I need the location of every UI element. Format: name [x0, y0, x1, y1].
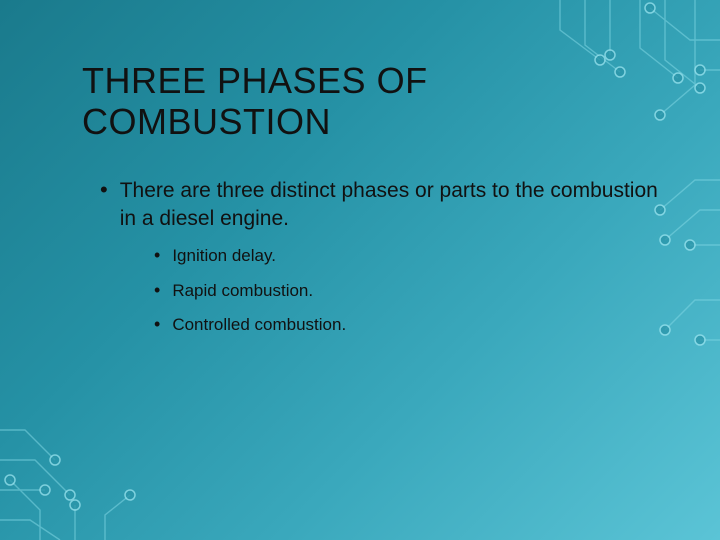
bullet-text: There are three distinct phases or parts… — [120, 177, 660, 234]
bullet-text: Ignition delay. — [172, 245, 276, 267]
bullet-dot-icon: • — [154, 281, 160, 299]
bullet-dot-icon: • — [100, 179, 108, 201]
bullet-dot-icon: • — [154, 315, 160, 333]
bullet-dot-icon: • — [154, 246, 160, 264]
bullet-level1: • There are three distinct phases or par… — [100, 177, 660, 234]
bullet-text: Controlled combustion. — [172, 314, 346, 336]
bullet-level2: • Ignition delay. — [154, 245, 660, 267]
bullet-text: Rapid combustion. — [172, 280, 313, 302]
bullet-level2: • Controlled combustion. — [154, 314, 660, 336]
slide-title: THREE PHASES OF COMBUSTION — [82, 60, 660, 143]
slide-content: THREE PHASES OF COMBUSTION • There are t… — [0, 0, 720, 376]
bullet-level2: • Rapid combustion. — [154, 280, 660, 302]
